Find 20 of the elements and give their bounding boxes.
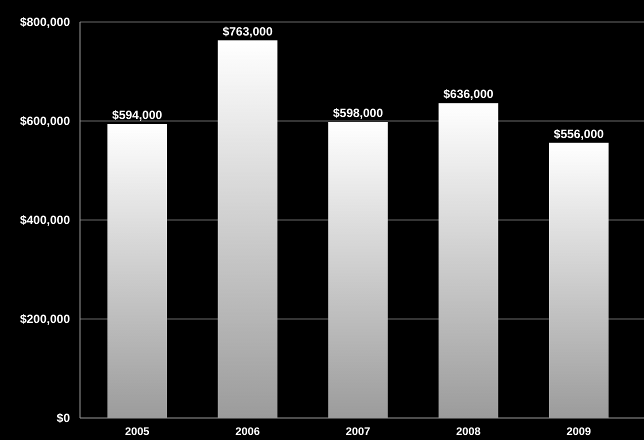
bar [548,142,609,418]
bar [438,103,498,418]
y-tick-label: $0 [56,411,70,426]
bar [328,122,388,418]
x-tick-label: 2006 [235,426,260,438]
data-label: $594,000 [112,108,163,122]
data-label: $598,000 [332,106,384,120]
x-tick-label: 2007 [346,426,370,438]
data-label: $763,000 [222,24,273,38]
bar [218,40,278,418]
y-tick-label: $600,000 [20,114,70,128]
x-tick-label: 2009 [566,426,592,438]
data-label: $636,000 [443,87,494,102]
x-tick-label: 2005 [124,426,150,438]
bar [107,124,168,418]
data-label: $556,000 [554,126,604,141]
y-tick-label: $400,000 [20,213,70,228]
y-tick-label: $800,000 [20,15,70,30]
y-tick-label: $200,000 [20,312,70,326]
x-tick-label: 2008 [456,426,481,438]
